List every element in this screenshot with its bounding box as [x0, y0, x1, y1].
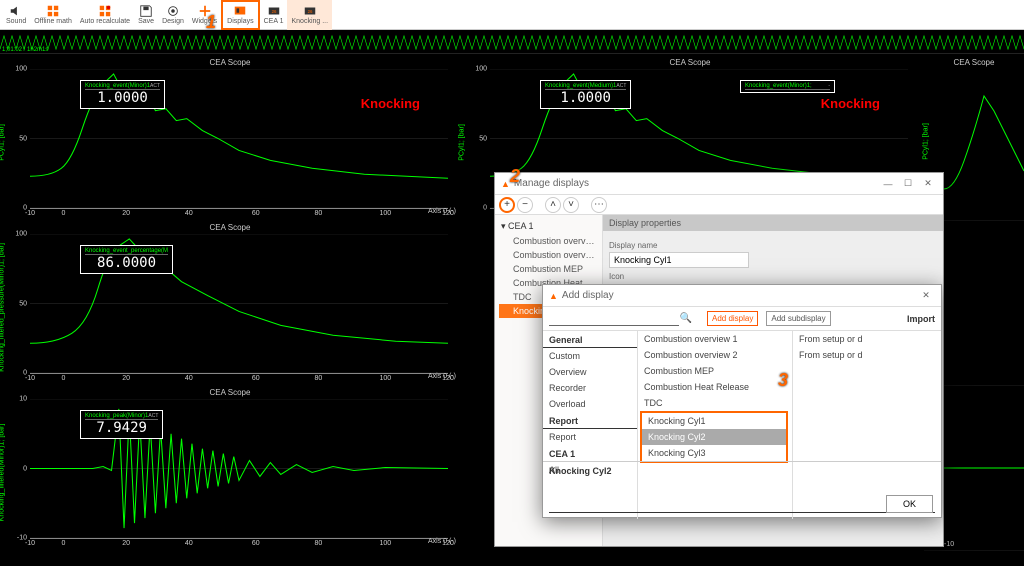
svg-text:26: 26 — [271, 9, 276, 14]
main-toolbar: Sound Offline math Auto recalculate Save… — [0, 0, 1024, 30]
value-box-r1c2: Knocking_event(Medium)1ACT 1.0000 — [540, 80, 631, 109]
tmpl-item[interactable]: TDC — [638, 395, 792, 411]
import-item[interactable]: From setup or d — [793, 331, 941, 347]
tb-knocking[interactable]: 26Knocking ... — [287, 0, 332, 30]
close-icon[interactable]: ✕ — [917, 289, 935, 303]
m1-toolbar: + − ˄ ˅ ⋯ — [495, 195, 943, 215]
cat-recorder[interactable]: Recorder — [543, 380, 637, 396]
callout-3: 3 — [778, 370, 788, 391]
tb-offline-math[interactable]: Offline math — [30, 0, 76, 30]
ok-button[interactable]: OK — [886, 495, 933, 513]
cat-overview[interactable]: Overview — [543, 364, 637, 380]
tb-widgets[interactable]: Widgets — [188, 0, 221, 30]
tb-cea1[interactable]: 26CEA 1 — [260, 0, 288, 30]
cat-custom[interactable]: Custom — [543, 348, 637, 364]
tmpl-item[interactable]: Combustion MEP — [638, 363, 792, 379]
svg-text:26: 26 — [307, 9, 312, 14]
m2-search-row: 🔍 Add display Add subdisplay Import — [543, 307, 941, 331]
waveform-strip: 1;01:02 / 1h2m1s — [0, 30, 1024, 54]
minimize-icon[interactable]: — — [879, 177, 897, 191]
warning-icon: ▲ — [501, 179, 510, 189]
tree-node[interactable]: Combustion overview 2 — [499, 248, 598, 262]
tree-node[interactable]: Combustion overview 1 — [499, 234, 598, 248]
m2-titlebar[interactable]: ▲ Add display ✕ — [543, 285, 941, 307]
tmpl-knocking-cyl1[interactable]: Knocking Cyl1 — [642, 413, 786, 429]
tree-root[interactable]: ▾ CEA 1 — [499, 219, 598, 234]
tmpl-item[interactable]: Combustion Heat Release — [638, 379, 792, 395]
up-button[interactable]: ˄ — [545, 197, 561, 213]
value-box-r3c1: Knocking_peak(Minor)1ACT 7.9429 — [80, 410, 163, 439]
tmpl-item[interactable]: Combustion overview 2 — [638, 347, 792, 363]
display-name-input[interactable] — [609, 252, 749, 268]
tab-add-subdisplay[interactable]: Add subdisplay — [766, 311, 830, 326]
value-box-r1c2b: Knocking_event(Minor)1;- — [740, 80, 835, 93]
m1-titlebar[interactable]: ▲ Manage displays — ☐ ✕ — [495, 173, 943, 195]
close-icon[interactable]: ✕ — [919, 177, 937, 191]
tb-displays[interactable]: Displays — [221, 0, 259, 30]
tmpl-knocking-cyl3[interactable]: Knocking Cyl3 — [642, 445, 786, 461]
chart-r1c1: CEA Scope PCyl1; [bar] 100 50 0 -10 0 20… — [0, 56, 460, 221]
value-box-r1c1: Knocking_event(Minor)1ACT 1.0000 — [80, 80, 165, 109]
add-display-modal: ▲ Add display ✕ 🔍 Add display Add subdis… — [542, 284, 942, 518]
cat-overload[interactable]: Overload — [543, 396, 637, 412]
tb-design[interactable]: Design — [158, 0, 188, 30]
tmpl-knocking-cyl2[interactable]: Knocking Cyl2 — [642, 429, 786, 445]
tb-sound[interactable]: Sound — [2, 0, 30, 30]
callout-1: 1 — [206, 12, 216, 33]
search-icon[interactable]: 🔍 — [679, 313, 693, 324]
add-button[interactable]: + — [499, 197, 515, 213]
search-input[interactable] — [549, 311, 679, 326]
knocking-label: Knocking — [361, 96, 420, 111]
tree-node[interactable]: Combustion MEP — [499, 262, 598, 276]
chart-r2c1: CEA Scope Knocking_filtered_pressure(Min… — [0, 221, 460, 386]
chart-r3c1: CEA Scope Knocking_filtered(Minor)1; [ba… — [0, 386, 460, 551]
import-header: Import — [907, 314, 935, 324]
down-button[interactable]: ˅ — [563, 197, 579, 213]
maximize-icon[interactable]: ☐ — [899, 177, 917, 191]
value-box-r2c1: Knocking_event_percentage(M 86.0000 — [80, 245, 173, 274]
knocking-group: Knocking Cyl1 Knocking Cyl2 Knocking Cyl… — [640, 411, 788, 463]
callout-2: 2 — [510, 166, 520, 187]
tmpl-item[interactable]: Combustion overview 1 — [638, 331, 792, 347]
selected-display: Knocking Cyl2 — [549, 466, 935, 513]
more-button[interactable]: ⋯ — [591, 197, 607, 213]
tb-auto-recalc[interactable]: Auto recalculate — [76, 0, 134, 30]
tb-save[interactable]: Save — [134, 0, 158, 30]
cat-report[interactable]: Report — [543, 429, 637, 445]
tab-add-display[interactable]: Add display — [707, 311, 758, 326]
import-item[interactable]: From setup or d — [793, 347, 941, 363]
remove-button[interactable]: − — [517, 197, 533, 213]
warning-icon: ▲ — [549, 291, 558, 301]
knocking-label: Knocking — [821, 96, 880, 111]
wave-timestamp: 1;01:02 / 1h2m1s — [2, 47, 48, 53]
